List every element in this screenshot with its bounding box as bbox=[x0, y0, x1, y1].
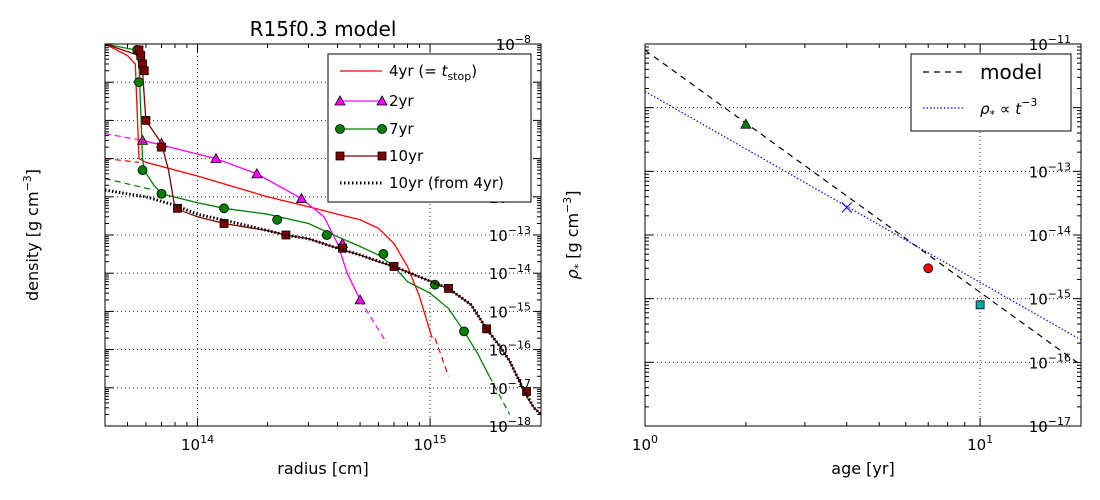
series-2-marker bbox=[219, 203, 229, 214]
right-x-axis-label: age [yr] bbox=[831, 459, 894, 478]
y-tick-label: 10−11 bbox=[1029, 33, 1071, 54]
left-chart-title: R15f0.3 model bbox=[250, 17, 397, 41]
series-1-marker bbox=[354, 294, 366, 305]
y-tick-label: 10−14 bbox=[1029, 224, 1071, 245]
central-density-panel: 10010110−1110−1210−1310−1410−1510−1610−1… bbox=[561, 33, 1082, 478]
series-2-marker bbox=[321, 230, 332, 240]
legend-7yr-marker-right bbox=[377, 124, 387, 134]
series-2-marker bbox=[134, 77, 144, 88]
legend-7yr-marker-left bbox=[335, 124, 345, 134]
series-3-marker bbox=[136, 51, 146, 60]
legend-model-label: model bbox=[980, 60, 1042, 84]
left-series-layer bbox=[105, 44, 541, 416]
series-3-marker bbox=[338, 243, 347, 253]
x-tick-label: 1014 bbox=[181, 433, 214, 454]
series-2-marker bbox=[378, 249, 389, 259]
left-legend-box bbox=[327, 53, 532, 203]
left-legend: 4yr (= tstop) 2yr 7yr 10yr 10yr (from 4y… bbox=[327, 53, 532, 203]
series-1-marker bbox=[210, 152, 222, 164]
legend-10yr-from-4yr-label: 10yr (from 4yr) bbox=[389, 174, 504, 192]
right-point-x bbox=[841, 202, 853, 213]
right-point-circle bbox=[923, 263, 934, 274]
legend-2yr-label: 2yr bbox=[389, 92, 414, 110]
right-legend-box bbox=[910, 53, 1072, 132]
y-tick-label: 10−16 bbox=[489, 339, 531, 360]
left-y-axis-label: density [g cm−3] bbox=[21, 169, 42, 301]
series-1-line bbox=[142, 139, 361, 301]
series-2-dashed-tail bbox=[488, 376, 511, 415]
right-y-axis-label: ρ* [g cm−3] bbox=[561, 190, 585, 279]
series-2-marker bbox=[156, 188, 167, 199]
right-point-triangle bbox=[740, 118, 752, 129]
legend-7yr-label: 7yr bbox=[389, 120, 414, 138]
series-2-line bbox=[105, 44, 490, 377]
series-1-marker bbox=[295, 192, 308, 203]
series-3-marker bbox=[389, 262, 399, 271]
legend-2yr-marker-right bbox=[376, 95, 388, 106]
y-tick-label: 10−17 bbox=[1029, 415, 1071, 436]
series-3-marker bbox=[482, 324, 491, 334]
x-tick-label: 101 bbox=[967, 433, 993, 454]
right-ticks: 10010110−1110−1210−1310−1410−1510−1610−1… bbox=[632, 33, 1082, 454]
series-4-line bbox=[105, 188, 541, 416]
legend-2yr-marker-left bbox=[334, 95, 346, 106]
y-tick-label: 10−16 bbox=[1029, 351, 1071, 372]
legend-4yr-label: 4yr (= tstop) bbox=[389, 62, 477, 83]
series-0-dashed-head bbox=[105, 158, 140, 163]
series-3-marker bbox=[139, 66, 149, 76]
legend-power-law-label: ρ* ∝ t−3 bbox=[980, 96, 1037, 121]
series-1-dashed-head bbox=[105, 133, 143, 141]
right-legend: model ρ* ∝ t−3 bbox=[910, 53, 1072, 132]
series-2-marker bbox=[272, 214, 283, 225]
y-tick-label: 10−15 bbox=[489, 300, 531, 321]
x-tick-label: 1015 bbox=[414, 433, 447, 454]
series-2-marker bbox=[459, 326, 469, 337]
series-1-dashed-tail bbox=[359, 299, 388, 344]
series-2-dashed-head bbox=[105, 178, 155, 191]
y-tick-label: 10−13 bbox=[1029, 160, 1071, 181]
y-tick-label: 10−13 bbox=[489, 224, 531, 245]
series-0-line bbox=[105, 44, 433, 339]
series-1-marker bbox=[251, 167, 263, 179]
right-series-layer bbox=[644, 49, 1082, 366]
y-tick-label: 10−17 bbox=[489, 377, 531, 398]
series-0-dashed-tail bbox=[434, 337, 450, 377]
x-tick-label: 100 bbox=[632, 433, 658, 454]
right-line-0 bbox=[644, 49, 1082, 366]
density-panel: R15f0.3 model 1014101510−810−910−1010−11… bbox=[21, 17, 542, 478]
right-point-square bbox=[975, 300, 985, 310]
series-3-marker bbox=[522, 387, 531, 396]
y-tick-label: 10−8 bbox=[496, 33, 531, 54]
legend-10yr-marker-right bbox=[377, 151, 387, 161]
left-x-axis-label: radius [cm] bbox=[277, 459, 368, 478]
series-2-marker bbox=[137, 165, 148, 175]
y-tick-label: 10−14 bbox=[489, 262, 531, 283]
legend-10yr-marker-left bbox=[335, 151, 345, 161]
series-3-marker bbox=[157, 142, 166, 152]
legend-10yr-label: 10yr bbox=[389, 147, 424, 165]
series-3-marker bbox=[141, 116, 151, 125]
y-tick-label: 10−15 bbox=[1029, 288, 1071, 309]
y-tick-label: 10−18 bbox=[489, 415, 531, 436]
series-3-marker bbox=[173, 203, 182, 213]
